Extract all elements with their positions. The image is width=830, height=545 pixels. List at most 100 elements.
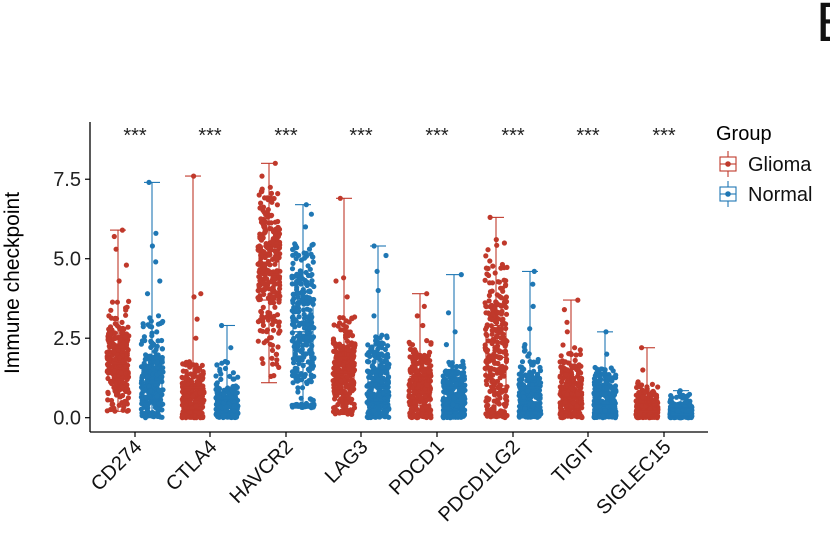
significance-label: *** — [198, 125, 222, 147]
data-point — [460, 372, 466, 378]
data-point — [275, 191, 281, 197]
data-point — [492, 270, 498, 276]
data-point — [111, 368, 118, 374]
data-point — [221, 391, 227, 397]
data-point — [422, 393, 428, 399]
data-point — [344, 374, 350, 380]
outlier-point — [191, 294, 197, 300]
data-point — [196, 410, 203, 416]
data-point — [499, 321, 505, 328]
data-point — [298, 371, 304, 378]
data-point — [290, 292, 296, 298]
data-point — [420, 368, 426, 374]
data-point — [343, 400, 349, 407]
data-point — [260, 360, 266, 366]
data-point — [494, 333, 500, 339]
data-point — [188, 371, 194, 377]
data-point — [126, 389, 132, 396]
data-point — [303, 340, 309, 346]
data-point — [483, 253, 489, 259]
data-point — [301, 311, 307, 318]
data-point — [153, 354, 159, 360]
data-point — [270, 289, 276, 295]
data-point — [258, 200, 264, 206]
outlier-point — [198, 291, 204, 297]
outlier-point — [153, 259, 159, 265]
data-point — [255, 261, 261, 267]
data-point — [257, 205, 263, 211]
data-point — [144, 379, 150, 385]
data-point — [117, 394, 123, 400]
data-point — [653, 392, 660, 398]
data-point — [485, 247, 491, 253]
data-point — [105, 397, 111, 403]
data-point — [272, 277, 278, 283]
data-point — [117, 362, 123, 368]
data-point — [460, 358, 466, 364]
data-point — [453, 381, 459, 387]
data-point — [573, 352, 579, 358]
data-point — [349, 340, 355, 346]
data-point — [371, 408, 377, 414]
data-point — [458, 363, 464, 369]
data-point — [108, 307, 114, 313]
data-point — [266, 252, 272, 258]
data-point — [113, 389, 119, 396]
data-point — [489, 339, 495, 345]
data-point — [503, 304, 509, 310]
data-point — [517, 364, 524, 370]
y-tick-label: 2.5 — [53, 328, 81, 350]
data-point — [272, 281, 278, 287]
data-point — [260, 322, 266, 328]
data-point — [123, 363, 129, 369]
legend-key-glioma — [719, 151, 737, 177]
outlier-point — [420, 322, 426, 329]
data-point — [306, 246, 313, 252]
y-tick-label: 7.5 — [53, 169, 81, 191]
outlier-point — [157, 278, 163, 284]
data-point — [504, 412, 510, 419]
data-point — [486, 298, 492, 304]
data-point — [673, 402, 680, 408]
outlier-point — [333, 278, 339, 284]
data-point — [269, 347, 276, 353]
data-point — [365, 359, 371, 365]
data-point — [373, 334, 379, 340]
data-point — [489, 331, 495, 337]
data-point — [535, 356, 541, 363]
data-point — [504, 356, 510, 362]
data-point — [106, 356, 112, 362]
data-point — [446, 391, 452, 397]
data-point — [442, 384, 448, 390]
data-point — [492, 360, 498, 366]
data-point — [380, 341, 386, 347]
data-point — [576, 362, 582, 368]
x-tick-label: SIGLEC15 — [592, 436, 675, 519]
data-point — [669, 404, 675, 410]
data-point — [274, 255, 280, 261]
x-tick-label: CTLA4 — [162, 436, 222, 496]
data-point — [409, 414, 415, 420]
data-point — [292, 403, 298, 409]
data-point — [310, 259, 316, 265]
data-point — [195, 374, 201, 380]
data-point — [485, 265, 491, 272]
data-point — [557, 359, 563, 365]
data-point — [503, 311, 510, 317]
data-point — [649, 381, 656, 387]
data-point — [274, 202, 280, 208]
data-point — [258, 216, 264, 222]
data-point — [441, 414, 447, 420]
data-point — [213, 373, 219, 379]
data-point — [297, 268, 303, 274]
data-point — [270, 228, 276, 234]
data-point — [491, 326, 498, 332]
data-point — [577, 376, 583, 382]
data-point — [519, 359, 526, 365]
outlier-point — [530, 303, 536, 309]
data-point — [295, 290, 301, 296]
data-point — [516, 382, 522, 388]
data-point — [269, 355, 275, 361]
data-point — [303, 351, 309, 357]
